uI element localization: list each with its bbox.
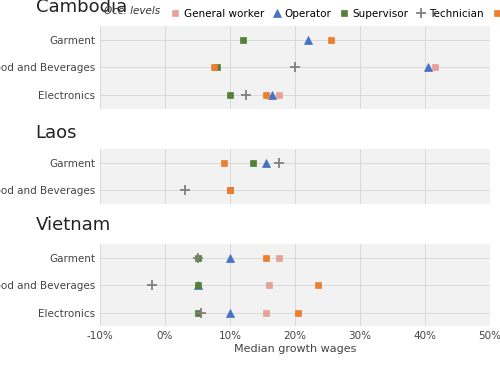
Text: Laos: Laos bbox=[36, 124, 77, 142]
X-axis label: Median growth wages: Median growth wages bbox=[234, 344, 356, 354]
Text: Occ. levels: Occ. levels bbox=[104, 6, 160, 15]
Text: Cambodia: Cambodia bbox=[36, 0, 127, 16]
Legend: General worker, Operator, Supervisor, Technician, Higher management: General worker, Operator, Supervisor, Te… bbox=[170, 9, 500, 19]
Text: Vietnam: Vietnam bbox=[36, 216, 111, 234]
